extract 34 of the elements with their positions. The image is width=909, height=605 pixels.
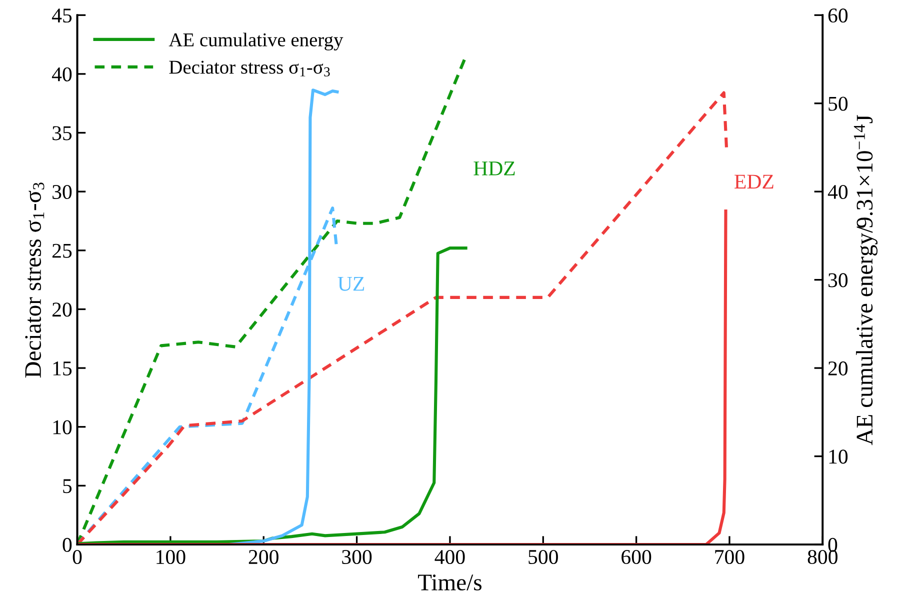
x-tick-label: 700 <box>715 550 744 564</box>
x-tick-label: 200 <box>248 550 278 564</box>
x-tick-label: 500 <box>528 550 558 564</box>
legend-label: AE cumulative energy <box>168 32 344 50</box>
y2-tick-label: 50 <box>828 96 848 111</box>
y2-tick-label: 0 <box>828 538 838 552</box>
y-tick-label: 5 <box>63 479 72 494</box>
x-tick-label: 800 <box>808 550 838 564</box>
annotation: EDZ <box>734 174 774 189</box>
y2-tick-label: 30 <box>828 273 848 288</box>
y-tick-label: 40 <box>52 67 72 82</box>
x-tick-label: 400 <box>434 550 465 564</box>
y-tick-label: 45 <box>52 8 72 23</box>
y-tick-label: 25 <box>52 244 72 258</box>
annotation: UZ <box>338 277 364 291</box>
x-tick-label: 600 <box>622 550 652 564</box>
y-tick-label: 15 <box>53 362 72 376</box>
y2-tick-label: 40 <box>828 184 848 200</box>
y-tick-label: 0 <box>62 538 72 552</box>
x-axis-title: Time/s <box>418 574 482 590</box>
y2-tick-label: 20 <box>828 361 848 376</box>
y-tick-label: 30 <box>52 184 72 200</box>
y2-axis-title: AE cumulative energy/9.31×10$^{−14}$J <box>854 114 878 446</box>
x-tick-label: 100 <box>156 550 186 564</box>
y-tick-label: 10 <box>53 420 72 434</box>
x-tick-label: 0 <box>72 550 82 564</box>
y-tick-label: 35 <box>52 126 72 140</box>
x-tick-label: 300 <box>342 550 372 564</box>
y2-tick-label: 10 <box>829 450 848 464</box>
y-axis-title: Deciator stress σ$_{1}$-σ$_{3}$ <box>25 182 44 378</box>
legend-label: Deciator stress σ$_{1}$-σ$_{3}$ <box>169 60 330 76</box>
y-tick-label: 20 <box>52 302 72 317</box>
annotation: HDZ <box>474 162 515 176</box>
y2-tick-label: 60 <box>828 8 848 23</box>
